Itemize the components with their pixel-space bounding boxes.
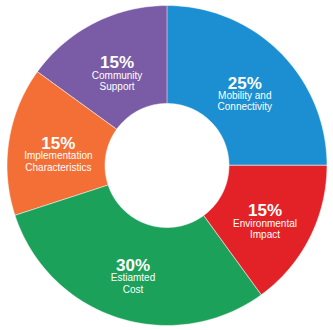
svg-text:Mobility andConnectivity: Mobility andConnectivity — [218, 90, 272, 113]
svg-text:25%: 25% — [227, 73, 262, 93]
svg-text:15%: 15% — [41, 134, 76, 154]
svg-text:EstiamtedCost: EstiamtedCost — [111, 272, 155, 295]
svg-text:30%: 30% — [116, 256, 150, 276]
svg-text:15%: 15% — [248, 201, 282, 221]
svg-text:ImplementationCharacteristics: ImplementationCharacteristics — [24, 150, 92, 173]
svg-text:CommunitySupport: CommunitySupport — [92, 70, 143, 93]
svg-text:15%: 15% — [100, 53, 135, 73]
svg-text:EnvironmentalImpact: EnvironmentalImpact — [233, 218, 297, 241]
